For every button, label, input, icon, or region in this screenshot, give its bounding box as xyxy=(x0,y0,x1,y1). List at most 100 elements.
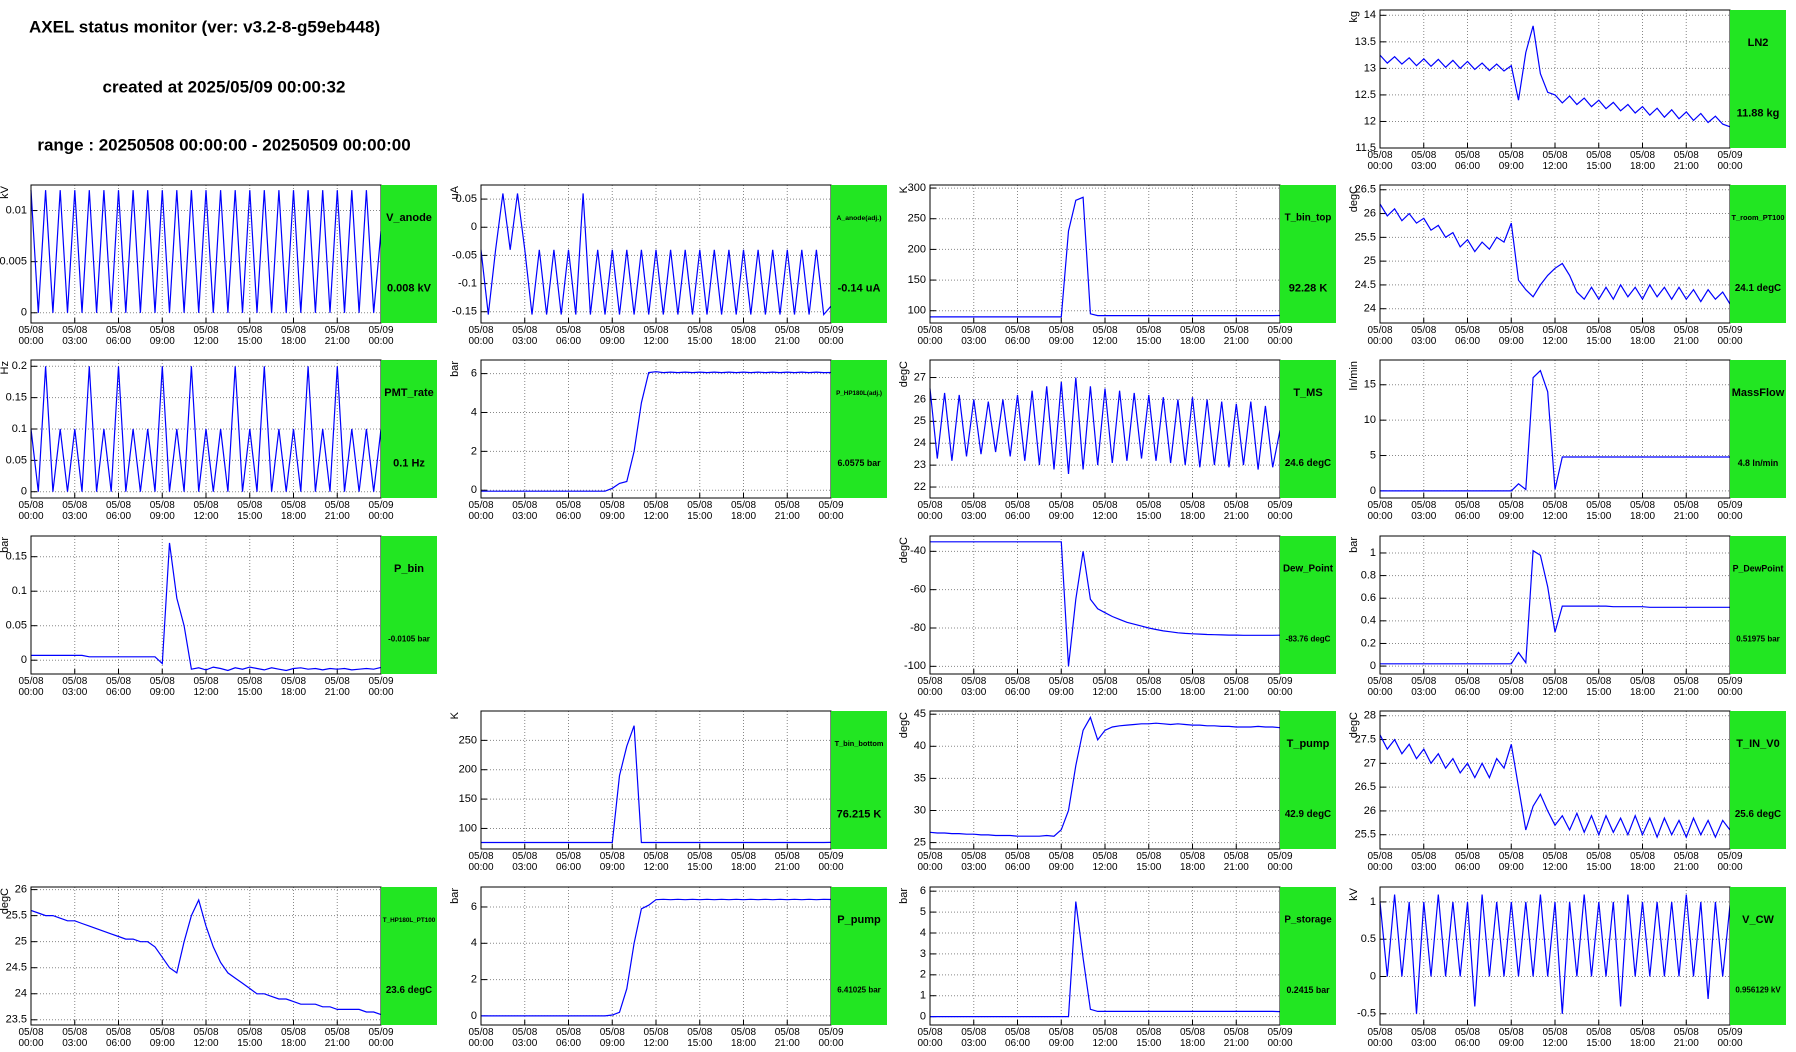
x-tick-label: 05/08 21:00 xyxy=(774,325,800,347)
x-tick-label: 05/08 09:00 xyxy=(1048,500,1074,522)
x-tick-label: 05/08 00:00 xyxy=(468,851,494,873)
y-axis-unit: degC xyxy=(1348,186,1360,212)
y-tick-label: 14 xyxy=(1364,9,1376,21)
x-tick-label: 05/08 12:00 xyxy=(1542,851,1568,873)
y-axis-unit: kV xyxy=(0,185,11,199)
x-tick-label: 05/08 12:00 xyxy=(1092,676,1118,698)
status-box xyxy=(1280,887,1336,1025)
x-tick-label: 05/08 06:00 xyxy=(105,1027,132,1049)
x-tick-label: 05/08 03:00 xyxy=(512,1027,538,1049)
y-tick-label: 0.15 xyxy=(6,392,27,404)
y-tick-label: 25.5 xyxy=(6,910,27,922)
x-tick-label: 05/08 03:00 xyxy=(1411,500,1437,522)
current-value: -83.76 degC xyxy=(1286,635,1331,644)
data-line xyxy=(481,898,832,1017)
y-tick-label: 250 xyxy=(459,734,477,746)
sensor-name: T_bin_bottom xyxy=(835,739,884,748)
y-tick-label: -60 xyxy=(910,584,926,596)
y-tick-label: 0.01 xyxy=(6,204,27,216)
y-tick-label: 0 xyxy=(1370,970,1376,982)
x-tick-label: 05/08 12:00 xyxy=(1542,325,1568,347)
x-tick-label: 05/08 00:00 xyxy=(917,500,943,522)
x-tick-label: 05/08 18:00 xyxy=(730,500,757,522)
x-tick-label: 05/08 00:00 xyxy=(1367,1027,1393,1049)
x-tick-label: 05/08 09:00 xyxy=(1498,500,1524,522)
y-axis-unit: Hz xyxy=(0,361,11,374)
data-line xyxy=(481,725,832,844)
x-tick-label: 05/08 00:00 xyxy=(1367,500,1393,522)
y-tick-label: 0 xyxy=(21,654,27,666)
y-tick-label: 200 xyxy=(908,243,926,255)
x-tick-label: 05/08 21:00 xyxy=(774,500,800,522)
y-tick-label: 25 xyxy=(15,936,27,948)
y-tick-label: 0.6 xyxy=(1361,592,1376,604)
x-tick-label: 05/08 18:00 xyxy=(1179,1027,1206,1049)
x-tick-label: 05/08 21:00 xyxy=(1673,150,1699,172)
x-tick-label: 05/08 09:00 xyxy=(149,500,175,522)
y-tick-label: 0 xyxy=(21,486,27,498)
status-box xyxy=(1730,360,1786,498)
x-tick-label: 05/08 00:00 xyxy=(468,325,494,347)
y-tick-label: 0.05 xyxy=(456,193,477,205)
sensor-name: T_bin_top xyxy=(1285,213,1332,224)
x-tick-label: 05/08 06:00 xyxy=(1004,500,1031,522)
status-box xyxy=(1730,10,1786,148)
data-line xyxy=(1380,369,1730,492)
x-tick-label: 05/08 18:00 xyxy=(280,325,307,347)
sensor-name: P_DewPoint xyxy=(1733,563,1784,573)
x-tick-label: 05/08 03:00 xyxy=(62,676,88,698)
x-tick-label: 05/08 03:00 xyxy=(512,325,538,347)
y-tick-label: 25.5 xyxy=(1355,829,1376,841)
y-tick-label: 0.05 xyxy=(6,454,27,466)
x-tick-label: 05/08 15:00 xyxy=(1136,1027,1162,1049)
y-axis-unit: bar xyxy=(449,361,461,377)
current-value: 4.8 ln/min xyxy=(1738,458,1779,468)
y-tick-label: 27.5 xyxy=(1355,733,1376,745)
x-tick-label: 05/08 12:00 xyxy=(1542,150,1568,172)
y-tick-label: 150 xyxy=(459,793,477,805)
x-tick-label: 05/08 15:00 xyxy=(237,1027,263,1049)
x-tick-label: 05/08 03:00 xyxy=(961,325,987,347)
y-tick-label: 27 xyxy=(914,371,926,383)
x-tick-label: 05/08 12:00 xyxy=(1092,851,1118,873)
y-tick-label: 22 xyxy=(914,481,926,493)
y-tick-label: 2 xyxy=(471,974,477,986)
data-line xyxy=(929,377,1281,474)
x-tick-label: 05/08 06:00 xyxy=(555,325,582,347)
y-axis-unit: degC xyxy=(898,537,910,563)
x-tick-label: 05/08 21:00 xyxy=(1673,851,1699,873)
y-tick-label: 0.4 xyxy=(1361,615,1376,627)
sensor-name: LN2 xyxy=(1748,37,1769,49)
y-axis-unit: bar xyxy=(0,537,11,553)
x-tick-label: 05/08 00:00 xyxy=(1367,676,1393,698)
sensor-name: P_storage xyxy=(1284,915,1332,926)
x-tick-label: 05/08 00:00 xyxy=(18,1027,44,1049)
y-tick-label: 25.5 xyxy=(1355,231,1376,243)
y-tick-label: 3 xyxy=(920,948,926,960)
x-tick-label: 05/08 00:00 xyxy=(18,325,44,347)
x-tick-label: 05/08 09:00 xyxy=(1048,676,1074,698)
data-line xyxy=(30,366,382,492)
x-tick-label: 05/08 06:00 xyxy=(555,851,582,873)
y-tick-label: 26 xyxy=(15,884,27,896)
x-tick-label: 05/08 03:00 xyxy=(62,325,88,347)
x-tick-label: 05/08 21:00 xyxy=(324,676,350,698)
x-tick-label: 05/08 15:00 xyxy=(237,500,263,522)
y-tick-label: 4 xyxy=(920,927,926,939)
x-tick-label: 05/09 00:00 xyxy=(1717,500,1743,522)
x-tick-label: 05/08 18:00 xyxy=(1629,1027,1656,1049)
y-axis-unit: ln/min xyxy=(1348,361,1360,390)
x-tick-label: 05/08 21:00 xyxy=(1673,676,1699,698)
x-tick-label: 05/08 15:00 xyxy=(1586,150,1612,172)
x-tick-label: 05/08 15:00 xyxy=(1136,325,1162,347)
x-tick-label: 05/08 09:00 xyxy=(1498,325,1524,347)
data-line xyxy=(930,541,1281,667)
y-tick-label: 26 xyxy=(1364,805,1376,817)
x-tick-label: 05/08 12:00 xyxy=(1092,325,1118,347)
status-box xyxy=(1730,536,1786,674)
y-tick-label: 27 xyxy=(1364,757,1376,769)
status-box xyxy=(831,360,887,498)
y-tick-label: 15 xyxy=(1364,379,1376,391)
x-tick-label: 05/08 06:00 xyxy=(555,1027,582,1049)
x-tick-label: 05/08 00:00 xyxy=(917,325,943,347)
